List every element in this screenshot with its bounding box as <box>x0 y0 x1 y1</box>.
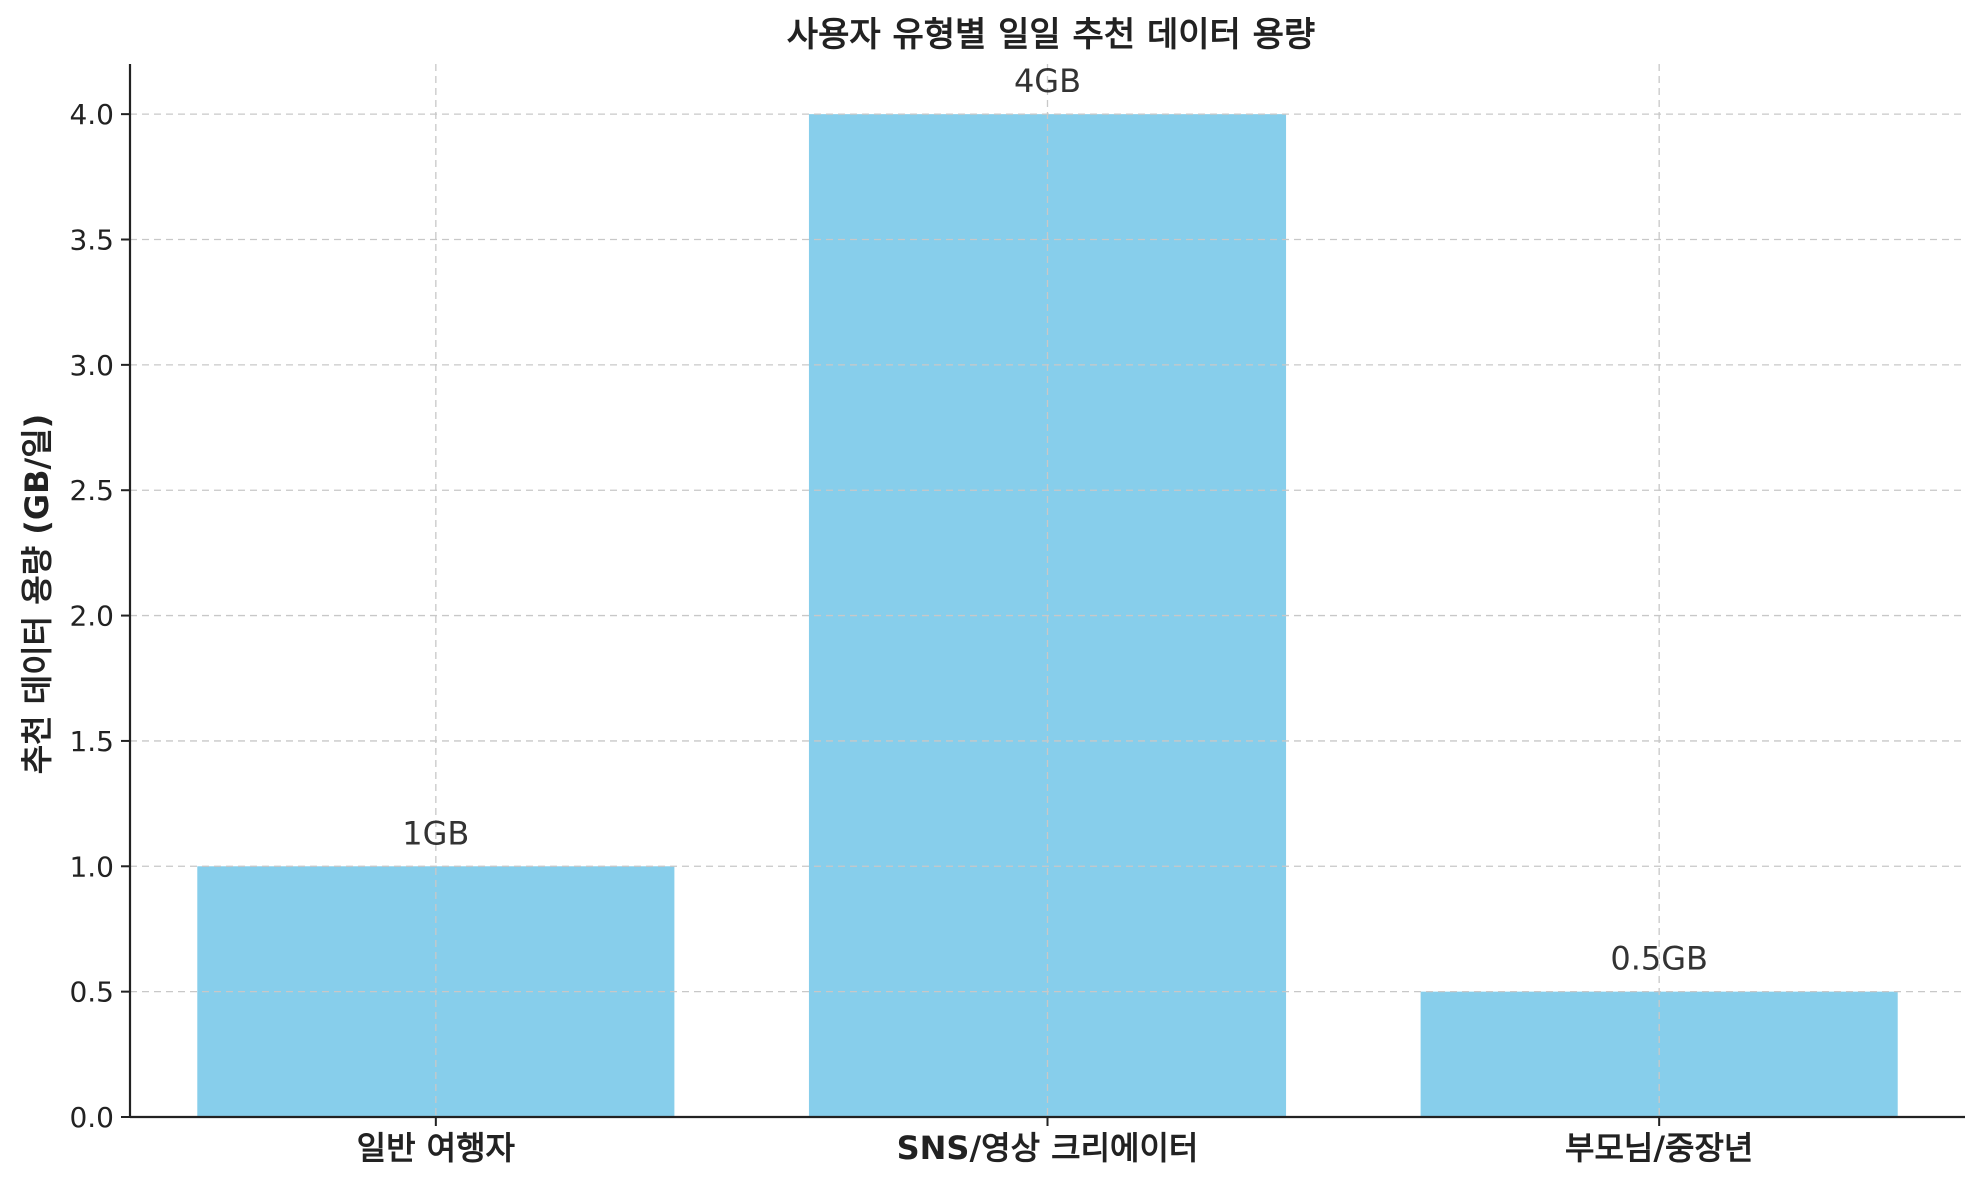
x-tick-label: SNS/영상 크리에이터 <box>897 1129 1199 1167</box>
bar-value-label: 4GB <box>1014 62 1081 100</box>
x-tick-label: 부모님/중장년 <box>1565 1129 1753 1167</box>
chart-title: 사용자 유형별 일일 추천 데이터 용량 <box>787 15 1315 55</box>
bar-value-label: 0.5GB <box>1610 940 1708 978</box>
data-labels: 1GB 4GB 0.5GB <box>402 62 1708 978</box>
grid-lines <box>130 64 1965 1118</box>
axes: 0.0 0.5 1.0 1.5 2.0 2.5 3.0 3.5 4.0 일반 여행자 SNS/영상 … <box>69 64 1965 1167</box>
y-tick-label: 3.5 <box>69 224 114 257</box>
y-tick-label: 1.5 <box>69 725 114 758</box>
y-tick-label: 1.0 <box>69 850 114 883</box>
x-tick-label: 일반 여행자 <box>357 1129 516 1167</box>
y-tick-label: 4.0 <box>69 98 114 131</box>
y-axis-label: 추천 데이터 용량 (GB/일) <box>18 414 56 775</box>
y-tick-label: 2.5 <box>69 474 114 507</box>
y-tick-label: 0.5 <box>69 976 114 1009</box>
y-tick-label: 0.0 <box>69 1101 114 1134</box>
bar-value-label: 1GB <box>402 814 469 852</box>
y-tick-label: 2.0 <box>69 600 114 633</box>
y-tick-label: 3.0 <box>69 349 114 382</box>
